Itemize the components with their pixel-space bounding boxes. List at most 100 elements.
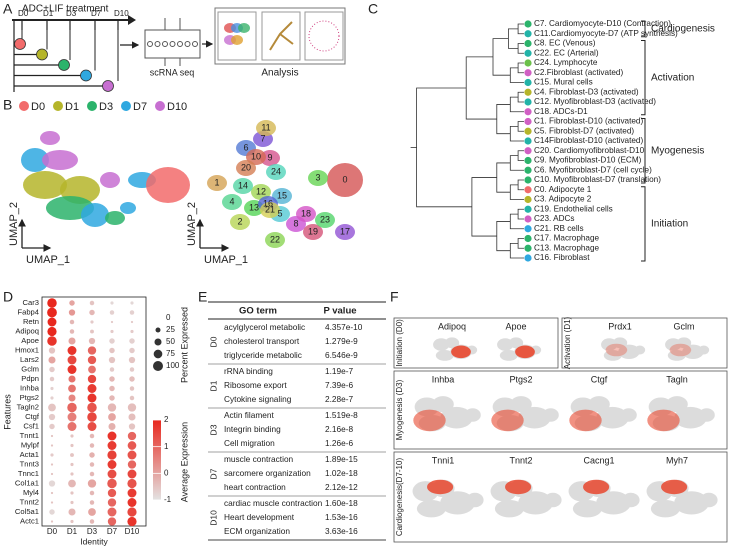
umap-cells [105,211,125,225]
dendrogram-branch [517,23,524,35]
cluster-cells [303,224,323,240]
dot [127,488,137,498]
color-tick-label: 2 [164,415,169,424]
size-legend-dot [153,349,163,359]
table-header: GO term [239,306,277,317]
color-tick-label: 1 [164,442,169,451]
dot [50,491,54,495]
dot [67,355,77,365]
dendrogram-branch [509,125,524,142]
gene-label: Retn [23,317,39,326]
table-group: D10 [208,510,218,526]
leaf-dot [524,39,532,48]
go-term: rRNA binding [224,366,273,376]
leaf-label: C2.Fibroblast (activated) [534,68,623,77]
umap-x-label: UMAP_1 [204,254,248,266]
group-bracket [641,20,646,38]
dendrogram-branch [509,184,524,200]
gene-label: Fabp4 [17,308,39,317]
legend-label: D3 [99,101,113,113]
leaf-dot [524,20,532,28]
dot [70,443,74,448]
plot-frame [41,296,147,527]
cluster-label: 20 [241,162,251,172]
cluster-label: 4 [229,196,234,206]
dot [70,462,74,467]
cluster-label: 2 [237,216,242,226]
dot [90,320,94,324]
feature-group-label: Cardiogenesis(D7-10) [395,458,404,537]
leaf-label: C11.Cardiomyocyte-D7 (ATP synthesis) [534,29,678,38]
go-term: Heart development [224,512,295,522]
feature-cells [596,406,629,429]
gene-name: Ctgf [591,374,608,384]
x-tick-label: D1 [67,527,78,536]
feature-cells [603,350,622,361]
dendrogram-branch [517,238,524,249]
cluster-label: 14 [238,180,248,190]
leaf-label: C7. Cardiomyocyte-D10 (Contraction) [534,19,671,28]
leaf-dot [524,234,532,243]
cluster-label: 12 [256,186,266,196]
gene-label: Ptgs2 [20,393,39,402]
leaf-dot [524,108,532,116]
dot [110,301,114,305]
day-dot [14,38,26,50]
leaf-dot [524,166,532,174]
legend-label: D7 [133,101,147,113]
dot [87,393,97,403]
gene-label: Inhba [20,384,40,393]
step-label: Analysis [261,68,298,79]
legend-label: D10 [167,101,187,113]
go-term: acylglycerol metabolic [224,322,305,332]
dot [89,471,95,477]
feature-cells [682,344,704,359]
gene-name: Tagln [666,374,688,384]
dendrogram-branch [416,87,472,208]
dendrogram-branch [508,28,519,49]
gene-name: Prdx1 [608,321,632,331]
feature-cells [464,408,481,422]
dot [89,519,95,524]
gene-label: Tnnt1 [20,431,39,440]
size-legend-label: 100 [166,361,180,370]
leaf-label: C4. Fibroblast-D3 (activated) [534,87,639,96]
gene-name: Cacng1 [583,455,614,465]
legend-label: D1 [65,101,79,113]
cluster-label: 11 [261,122,270,132]
cluster-label: 5 [277,208,282,218]
dot [70,519,74,524]
leaf-dot [524,156,532,165]
cluster-label: 10 [251,151,261,161]
cluster-cells [233,178,253,194]
leaf-label: C19. Endothelial cells [534,204,613,213]
p-value: 7.39e-6 [325,380,354,390]
x-tick-label: D7 [107,527,118,536]
dot [70,500,74,505]
leaf-dot [524,137,532,145]
dot [47,298,57,308]
dot [49,509,55,515]
feature-cells [698,345,710,355]
leaf-label: C14Fibroblast-D10 (activated) [534,136,643,145]
dot [68,508,76,516]
dot [50,386,54,391]
feature-expression [427,479,454,495]
dot [47,307,57,318]
dot [129,347,135,354]
day-dot [80,69,92,82]
feature-expression [451,345,471,359]
group-label: Cardiogenesis [651,24,715,35]
dot [67,346,77,355]
umap-y-label: UMAP_2 [8,202,20,246]
dot [109,367,115,372]
thumb-trajectory [269,21,294,51]
leaf-dot [524,49,532,57]
dot [107,469,117,479]
dendrogram-branch [517,179,524,191]
feature-cells [650,500,680,518]
dendrogram-branch [509,213,524,230]
dot [69,319,75,325]
cluster-label: 0 [342,174,347,184]
dot [89,443,95,448]
